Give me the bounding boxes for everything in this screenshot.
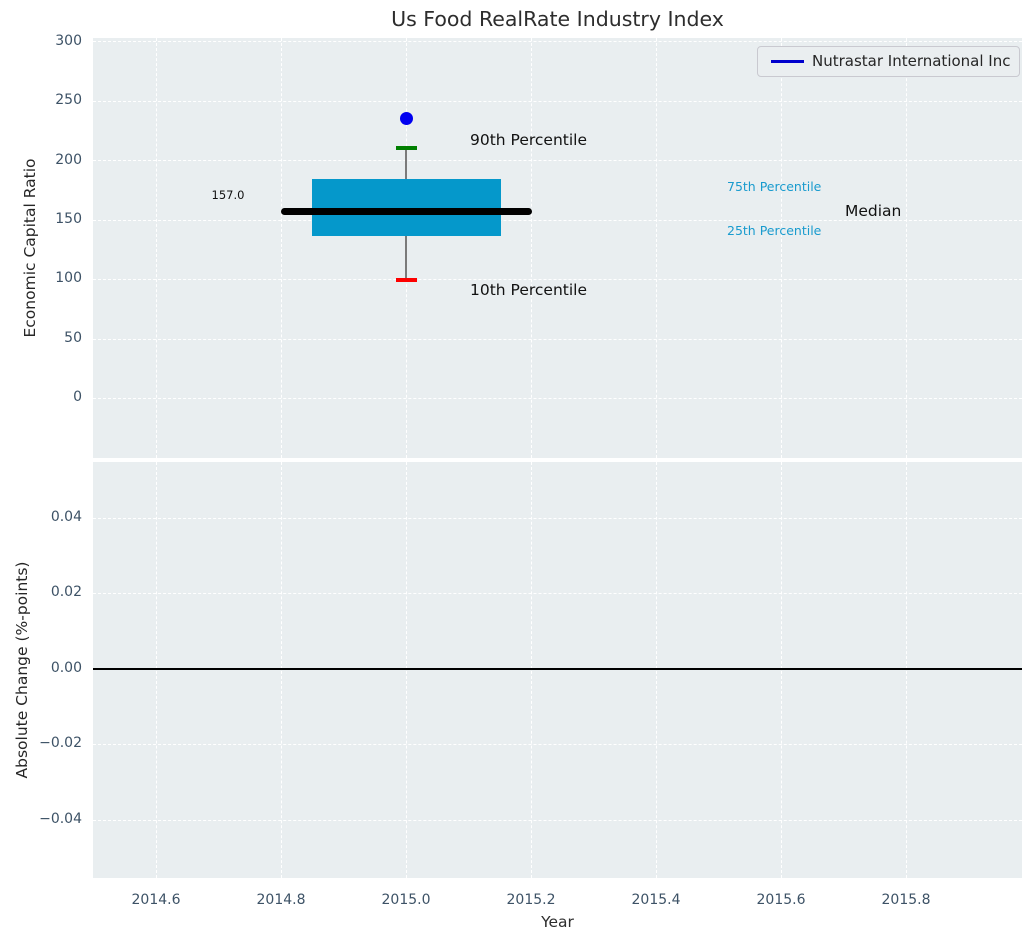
xtick-label: 2015.8	[881, 892, 931, 908]
gridline	[906, 38, 907, 458]
chart-title: Us Food RealRate Industry Index	[391, 7, 724, 31]
gridline	[93, 220, 1022, 221]
xtick-label: 2015.6	[756, 892, 806, 908]
zero-line	[93, 668, 1022, 670]
ytick-label: 0.00	[50, 660, 82, 676]
ytick-label: 250	[55, 92, 82, 108]
top-y-axis-label: Economic Capital Ratio	[21, 158, 39, 338]
ytick-label: 0.04	[50, 509, 82, 525]
xtick-label: 2015.4	[631, 892, 681, 908]
ytick-label: −0.02	[39, 735, 82, 751]
gridline	[93, 820, 1022, 821]
gridline	[93, 744, 1022, 745]
p10-cap	[396, 278, 417, 282]
legend-line-sample	[771, 60, 804, 63]
gridline	[281, 38, 282, 458]
gridline	[531, 38, 532, 458]
ytick-label: 150	[55, 211, 82, 227]
xtick-label: 2015.2	[506, 892, 556, 908]
iqr-box	[312, 179, 501, 236]
p90-cap	[396, 146, 417, 150]
xtick-label: 2015.0	[381, 892, 431, 908]
ytick-label: 100	[55, 270, 82, 286]
median-annotation: Median	[845, 202, 902, 220]
company-data-point	[400, 112, 413, 125]
p10-annotation: 10th Percentile	[470, 281, 588, 299]
gridline	[406, 462, 407, 878]
bottom-plot-area	[93, 462, 1022, 878]
xtick-label: 2014.6	[131, 892, 181, 908]
gridline	[656, 462, 657, 878]
gridline	[531, 462, 532, 878]
gridline	[93, 279, 1022, 280]
p90-annotation: 90th Percentile	[470, 131, 588, 149]
p25-annotation: 25th Percentile	[727, 223, 822, 238]
ytick-label: 0.02	[50, 584, 82, 600]
gridline	[93, 593, 1022, 594]
bottom-y-axis-label: Absolute Change (%-points)	[13, 561, 31, 779]
top-plot-area	[93, 38, 1022, 458]
gridline	[156, 462, 157, 878]
ytick-label: 200	[55, 152, 82, 168]
ytick-label: 0	[73, 389, 82, 405]
gridline	[93, 398, 1022, 399]
gridline	[93, 339, 1022, 340]
gridline	[156, 38, 157, 458]
gridline	[93, 518, 1022, 519]
gridline	[93, 41, 1022, 42]
legend: Nutrastar International Inc	[757, 46, 1020, 77]
gridline	[656, 38, 657, 458]
gridline	[906, 462, 907, 878]
ytick-label: 300	[55, 33, 82, 49]
gridline	[93, 101, 1022, 102]
p75-annotation: 75th Percentile	[727, 179, 822, 194]
gridline	[781, 38, 782, 458]
xtick-label: 2014.8	[256, 892, 306, 908]
gridline	[93, 160, 1022, 161]
gridline	[781, 462, 782, 878]
legend-label: Nutrastar International Inc	[812, 52, 1011, 70]
ytick-label: −0.04	[39, 811, 82, 827]
median-value-label: 157.0	[211, 188, 245, 202]
gridline	[281, 462, 282, 878]
ytick-label: 50	[64, 330, 82, 346]
x-axis-label: Year	[541, 913, 574, 931]
median-line	[281, 208, 532, 215]
